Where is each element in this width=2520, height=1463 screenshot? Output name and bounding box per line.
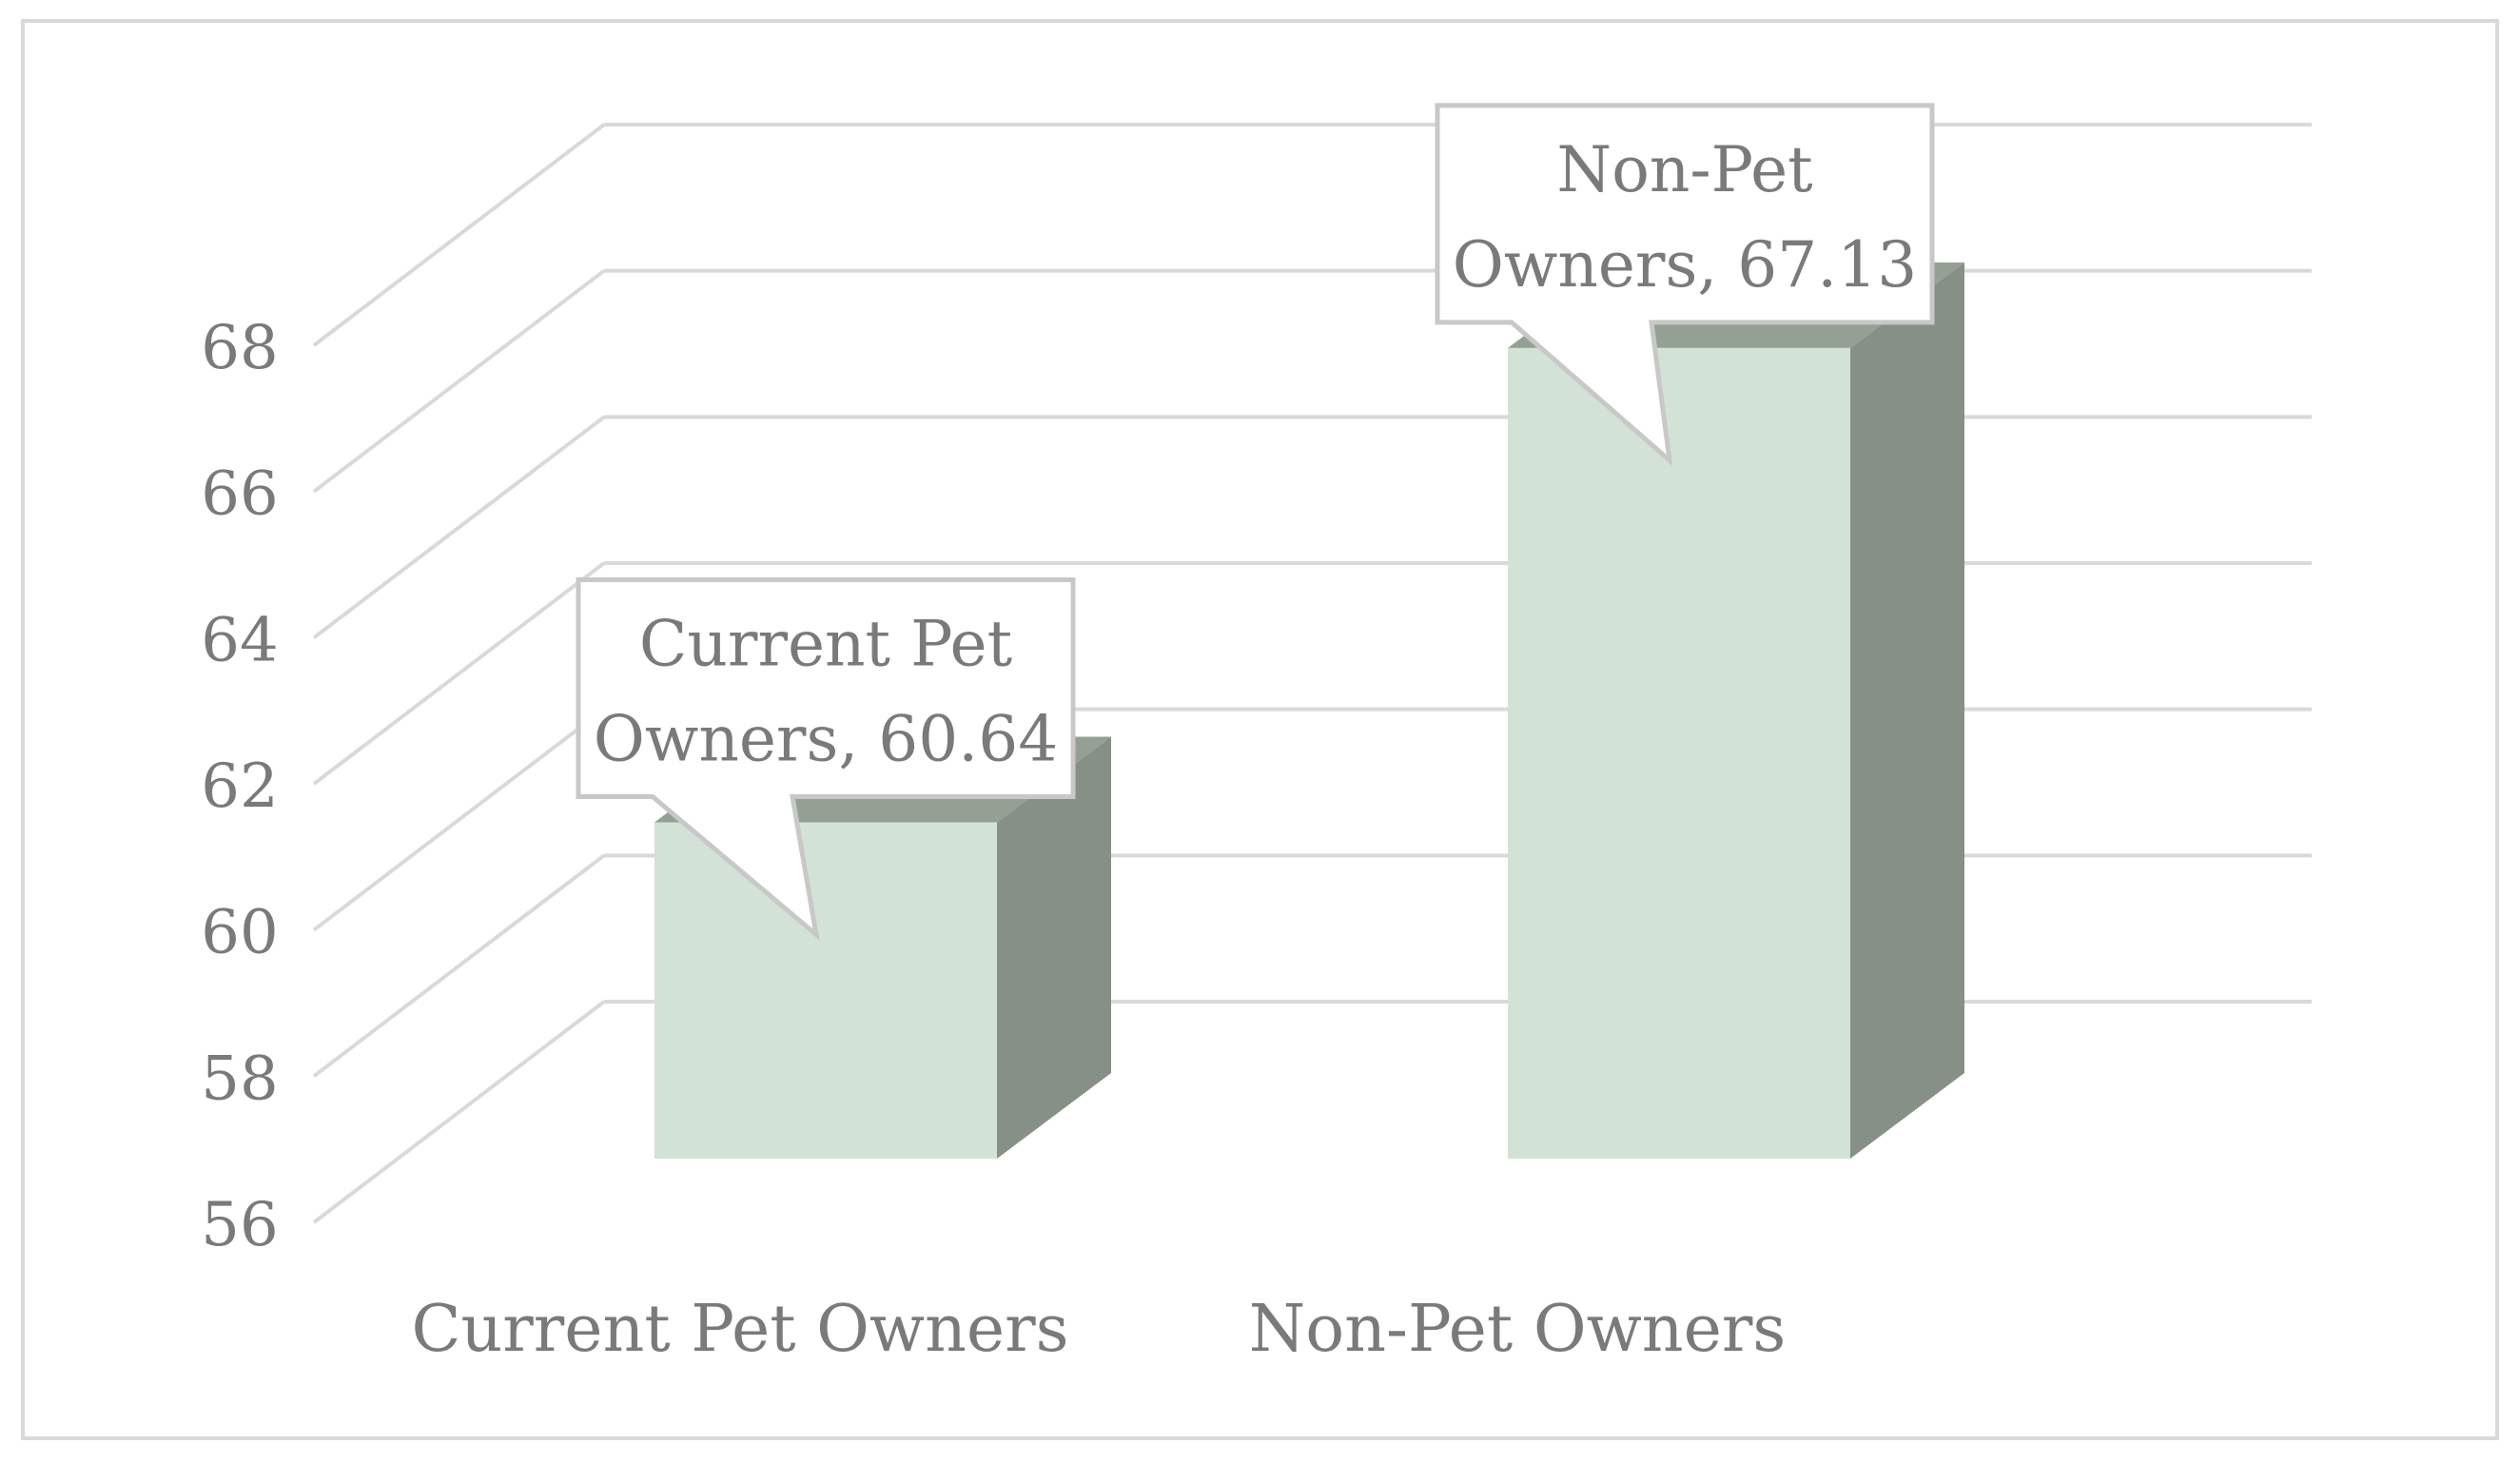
data-label-callout: Non-Pet Owners, 67.13	[1435, 103, 1935, 467]
y-tick-label: 56	[201, 1190, 278, 1260]
data-label-text: Non-Pet	[1556, 133, 1812, 206]
y-tick-label: 68	[201, 313, 278, 383]
data-label-callout: Current Pet Owners, 60.64	[576, 576, 1076, 941]
data-label-text: Owners, 67.13	[1453, 228, 1918, 302]
bar-front-face	[654, 822, 997, 1159]
x-tick-label: Current Pet Owners	[411, 1292, 1068, 1367]
gridline-side	[312, 561, 606, 786]
bar	[1508, 262, 1964, 1160]
gridline-side	[312, 269, 606, 494]
gridline-side	[312, 853, 606, 1078]
callout-box	[1435, 103, 1935, 467]
x-tick-label: Non-Pet Owners	[1249, 1292, 1787, 1367]
y-tick-label: 66	[201, 459, 278, 530]
bar-side-face	[1850, 262, 1964, 1160]
bar-side-face	[997, 736, 1111, 1159]
y-tick-label: 62	[201, 751, 278, 822]
bar-front-face	[1508, 347, 1850, 1160]
callout-box	[576, 576, 1076, 941]
y-tick-label: 60	[201, 898, 278, 968]
chart-border	[21, 19, 2499, 1440]
data-label-text: Owners, 60.64	[594, 702, 1059, 775]
data-label-text: Current Pet	[639, 607, 1012, 680]
gridline-side	[312, 708, 606, 932]
y-tick-label: 58	[201, 1044, 278, 1114]
y-tick-label: 64	[201, 605, 278, 675]
gridline-side	[312, 415, 606, 639]
gridline-side	[312, 123, 606, 347]
gridline-side	[312, 1000, 606, 1224]
